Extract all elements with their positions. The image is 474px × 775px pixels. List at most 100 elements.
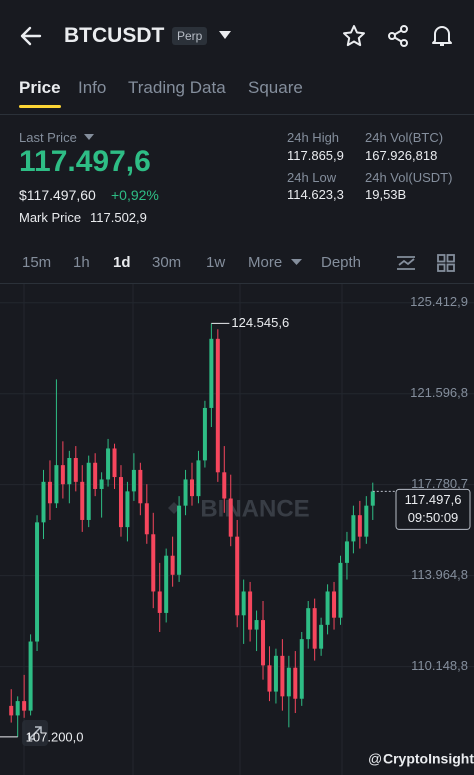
candle-body xyxy=(273,655,278,692)
back-button[interactable] xyxy=(18,24,44,48)
candle-body xyxy=(67,457,72,485)
interval-button[interactable]: Depth xyxy=(321,254,362,271)
candle-body xyxy=(286,667,291,697)
candle-body xyxy=(196,460,201,497)
interval-button[interactable]: 1h xyxy=(73,254,90,271)
candle-body xyxy=(157,591,162,613)
candle-body xyxy=(319,624,324,649)
watermark-logo xyxy=(168,502,180,514)
credit: CryptoInsight xyxy=(383,751,474,767)
y-tick-label: 125.412,9 xyxy=(410,294,468,309)
perp-badge: Perp xyxy=(172,27,208,45)
last-price-time: 09:50:09 xyxy=(408,510,459,525)
candle-body xyxy=(170,555,175,575)
candle-body xyxy=(118,477,123,528)
y-tick-label: 117.780,7 xyxy=(411,476,468,491)
low-value: 114.623,3 xyxy=(287,187,344,202)
favorite-icon[interactable] xyxy=(342,24,366,48)
candle-body xyxy=(99,479,104,489)
candle-body xyxy=(364,505,369,537)
tab[interactable]: Info xyxy=(78,78,107,97)
candle-body xyxy=(138,469,143,504)
low-label: 24h Low xyxy=(287,170,337,185)
last-price: 117.497,6 xyxy=(19,145,151,178)
last-price-label[interactable]: Last Price xyxy=(19,130,77,145)
candle-body xyxy=(15,701,20,716)
active-tab-indicator xyxy=(19,105,61,108)
vol-btc-value: 167.926,818 xyxy=(365,148,438,163)
min-label: 107.200,0 xyxy=(26,729,84,744)
candle-body xyxy=(125,491,130,528)
candle-body xyxy=(54,465,59,504)
interval-button[interactable]: 1d xyxy=(113,254,131,271)
high-label: 24h High xyxy=(287,130,340,145)
symbol-title[interactable]: BTCUSDT xyxy=(64,24,165,47)
last-price-label: 117.497,6 xyxy=(405,492,462,507)
candle-body xyxy=(86,462,91,520)
interval-button[interactable]: 1w xyxy=(206,254,226,271)
candle-body xyxy=(235,536,240,616)
candle-body xyxy=(344,541,349,563)
last-price-caret[interactable] xyxy=(84,134,94,141)
candle-body xyxy=(293,667,298,699)
candle-body xyxy=(164,555,169,613)
candle-body xyxy=(306,608,311,640)
candle-body xyxy=(351,515,356,542)
interval-button[interactable]: 15m xyxy=(22,254,52,271)
tab[interactable]: Square xyxy=(248,78,303,97)
candle-body xyxy=(73,457,78,482)
candle-body xyxy=(299,639,304,699)
candle-body xyxy=(280,655,285,697)
interval-button[interactable]: 30m xyxy=(152,254,182,271)
candle-body xyxy=(41,481,46,523)
candle-body xyxy=(22,701,27,711)
share-icon[interactable] xyxy=(386,24,410,48)
candle-body xyxy=(370,491,375,506)
vol-usdt-label: 24h Vol(USDT) xyxy=(365,170,453,185)
y-tick-label: 121.596,8 xyxy=(410,385,468,400)
credit-at: @ xyxy=(368,751,382,767)
mark-price-label: Mark Price xyxy=(19,210,82,225)
indicator-icon[interactable] xyxy=(395,253,417,273)
divider xyxy=(0,283,474,284)
tab[interactable]: Trading Data xyxy=(128,78,226,97)
candle-body xyxy=(338,562,343,618)
y-tick-label: 110.148,8 xyxy=(411,658,468,673)
candle-body xyxy=(267,665,272,692)
high-value: 117.865,9 xyxy=(287,148,344,163)
candle-body xyxy=(183,479,188,506)
candle-body xyxy=(222,472,227,499)
candle-body xyxy=(241,591,246,616)
candle-body xyxy=(254,620,259,630)
layout-icon[interactable] xyxy=(436,253,456,273)
notification-icon[interactable] xyxy=(430,23,454,49)
candle-body xyxy=(47,481,52,504)
candle-body xyxy=(190,479,194,497)
candle-body xyxy=(35,522,40,642)
interval-button[interactable]: More xyxy=(248,254,283,271)
price-change: +0,92% xyxy=(111,187,159,203)
candle-body xyxy=(357,515,362,537)
candle-body xyxy=(332,591,337,618)
candle-body xyxy=(228,498,233,537)
candle-body xyxy=(325,591,330,625)
candle-body xyxy=(9,705,14,716)
symbol-dropdown[interactable] xyxy=(218,30,232,40)
candle-body xyxy=(202,407,207,461)
max-label: 124.545,6 xyxy=(231,315,289,330)
candle-body xyxy=(177,505,182,575)
candle-body xyxy=(209,338,214,408)
candle-body xyxy=(312,608,317,649)
divider xyxy=(0,114,474,115)
candle-body xyxy=(112,448,117,478)
expand-button[interactable] xyxy=(22,720,48,746)
more-caret[interactable] xyxy=(291,259,302,266)
last-price-box xyxy=(395,488,471,530)
vol-btc-label: 24h Vol(BTC) xyxy=(365,130,444,145)
candle-body xyxy=(131,469,136,492)
candle-body xyxy=(28,641,33,711)
vol-usdt-value: 19,53B xyxy=(365,187,407,202)
tab[interactable]: Price xyxy=(19,78,61,97)
y-tick-label: 113.964,8 xyxy=(411,567,468,582)
candle-body xyxy=(144,503,149,535)
